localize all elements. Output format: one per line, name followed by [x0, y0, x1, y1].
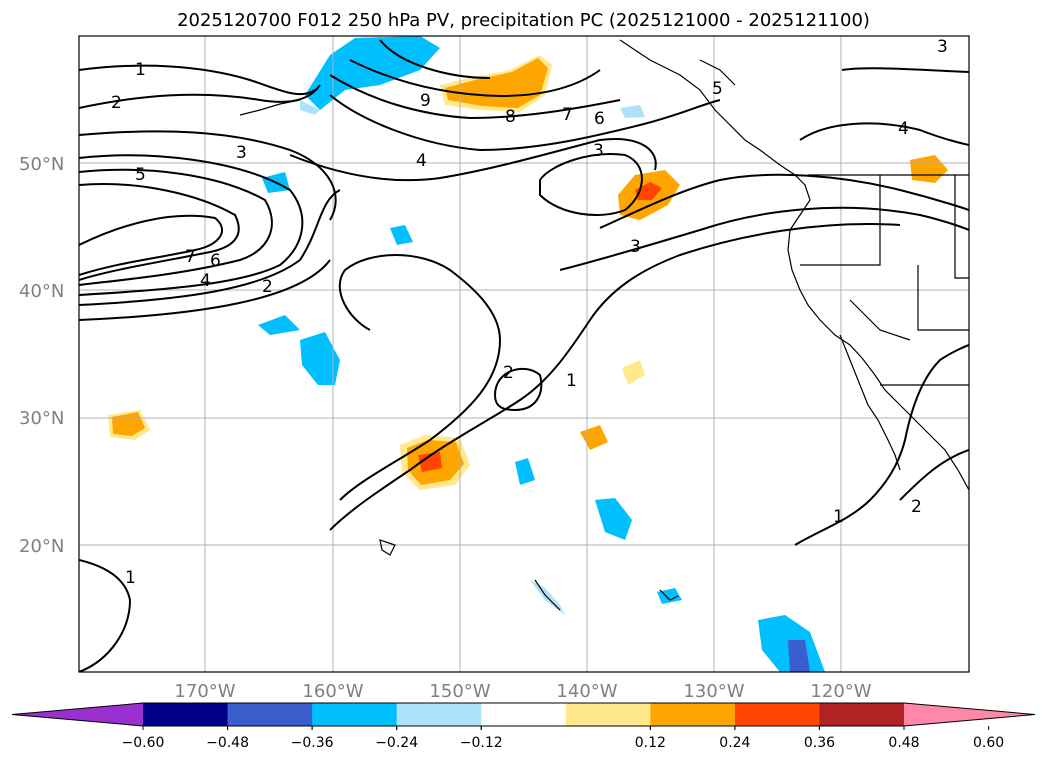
contour-label: 3	[630, 237, 641, 257]
colorbar-segment	[227, 703, 313, 726]
precip-neg-gulf-alaska	[305, 36, 440, 110]
longitude-labels: 170°W 160°W 150°W 140°W 130°W 120°W	[174, 681, 871, 702]
colorbar-segment	[396, 703, 482, 726]
colorbar-tick-label: 0.12	[635, 735, 666, 751]
map-frame	[78, 35, 970, 673]
colorbar-segment	[481, 703, 567, 726]
colorbar-segment	[734, 703, 820, 726]
contour-label: 3	[593, 141, 604, 161]
lon-label: 150°W	[429, 681, 490, 702]
latitude-labels: 50°N 40°N 30°N 20°N	[19, 154, 64, 557]
colorbar-tick-label: −0.24	[375, 735, 418, 751]
lon-label: 170°W	[174, 681, 235, 702]
precip-neg-i	[620, 105, 645, 118]
contour-label: 2	[503, 363, 514, 383]
contour-label: 7	[185, 247, 196, 267]
contour-label: 4	[200, 271, 211, 291]
lon-label: 140°W	[556, 681, 617, 702]
contour-label: 2	[262, 277, 273, 297]
colorbar-segment	[650, 703, 736, 726]
colorbar-tick-label: 0.36	[804, 735, 835, 751]
contour-label: 3	[236, 143, 247, 163]
pv-contours	[79, 39, 969, 672]
map-background	[79, 36, 969, 672]
contour-label: 4	[898, 119, 909, 139]
contour-label: 4	[416, 151, 427, 171]
precip-neg-j-core	[788, 640, 810, 672]
lat-label: 50°N	[19, 154, 64, 175]
lat-label: 40°N	[19, 281, 64, 302]
contour-label: 1	[125, 568, 136, 588]
contour-label: 5	[135, 165, 146, 185]
precip-neg-h	[657, 588, 682, 604]
colorbar-tick-label: −0.36	[291, 735, 334, 751]
precip-neg-small	[300, 100, 320, 115]
contour-label: 2	[911, 497, 922, 517]
precip-neg-e	[595, 498, 632, 540]
lon-label: 130°W	[683, 681, 744, 702]
colorbar-segment	[312, 703, 398, 726]
contour-label: 9	[420, 91, 431, 111]
precip-pos-e-core	[418, 452, 442, 472]
colorbar-tick-label: 0.48	[888, 735, 919, 751]
lat-label: 20°N	[19, 536, 64, 557]
precip-neg-b	[390, 225, 413, 245]
colorbar-tick-label: −0.48	[206, 735, 249, 751]
precip-pos-c	[910, 155, 948, 183]
colorbar-extend-min	[12, 703, 143, 726]
contour-label: 8	[505, 107, 516, 127]
precip-neg-f	[515, 458, 535, 485]
contour-label: 2	[111, 93, 122, 113]
colorbar-tick-label: −0.60	[122, 735, 165, 751]
colorbar-tick-label: 0.60	[973, 735, 1004, 751]
colorbar-tick-label: 0.24	[719, 735, 750, 751]
contour-label: 6	[594, 109, 605, 129]
lon-label: 120°W	[810, 681, 871, 702]
contour-label: 7	[562, 105, 573, 125]
grid-lines	[79, 36, 969, 672]
contour-label: 1	[833, 507, 844, 527]
lon-label: 160°W	[302, 681, 363, 702]
coastlines	[239, 39, 969, 611]
precip-neg-d	[300, 332, 340, 385]
contour-label: 5	[712, 79, 723, 99]
precip-neg-c	[258, 315, 300, 335]
contour-labels: 1 2 3 5 7 6 4 2 9 8 7 6 5 3 4 3 2 1 1 2 …	[111, 37, 948, 588]
map-title: 2025120700 F012 250 hPa PV, precipitatio…	[177, 10, 870, 31]
precip-shading	[108, 36, 948, 672]
colorbar-segment	[143, 703, 229, 726]
precip-pos-g	[622, 360, 645, 385]
colorbar-segment	[819, 703, 905, 726]
colorbar-segment	[565, 703, 651, 726]
contour-label: 3	[937, 37, 948, 57]
contour-label: 6	[210, 251, 221, 271]
contour-label: 1	[566, 371, 577, 391]
colorbar-tick-label: −0.12	[460, 735, 503, 751]
colorbar-extend-max	[904, 703, 1035, 726]
colorbar: −0.60 −0.48 −0.36 −0.24 −0.12 0.12 0.24 0.36 0.4…	[11, 702, 1036, 751]
lat-label: 30°N	[19, 408, 64, 429]
contour-label: 1	[135, 60, 146, 80]
